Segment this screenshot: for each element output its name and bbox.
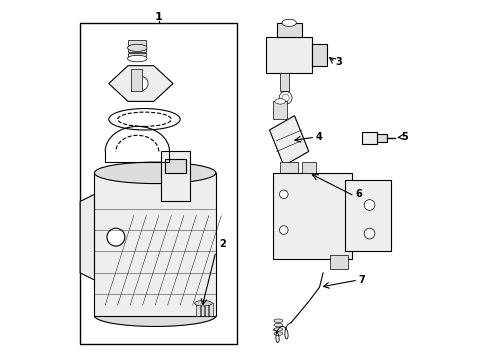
Circle shape — [279, 226, 287, 234]
Bar — [329, 255, 347, 269]
Ellipse shape — [134, 76, 148, 91]
Ellipse shape — [273, 323, 283, 327]
Circle shape — [364, 228, 374, 239]
Circle shape — [279, 190, 287, 199]
Polygon shape — [80, 194, 94, 280]
Bar — [128, 47, 146, 52]
Bar — [376, 134, 386, 143]
Bar — [272, 173, 351, 258]
Bar — [301, 162, 315, 173]
Bar — [196, 303, 200, 316]
Circle shape — [282, 94, 288, 102]
Circle shape — [364, 200, 374, 210]
Ellipse shape — [274, 99, 285, 104]
Bar — [128, 40, 146, 46]
Bar — [280, 73, 288, 91]
Bar — [280, 162, 298, 187]
Text: 2: 2 — [219, 239, 226, 249]
Bar — [209, 303, 212, 316]
Text: 3: 3 — [335, 57, 342, 67]
Ellipse shape — [118, 112, 171, 126]
Ellipse shape — [194, 301, 212, 306]
Ellipse shape — [94, 305, 216, 327]
Bar — [94, 173, 216, 316]
Text: 4: 4 — [315, 132, 322, 142]
Bar — [312, 44, 326, 66]
Bar — [344, 180, 390, 251]
Ellipse shape — [127, 55, 147, 62]
Text: 7: 7 — [358, 275, 365, 285]
Bar — [161, 152, 189, 202]
Text: 5: 5 — [401, 132, 407, 142]
Text: 6: 6 — [354, 189, 361, 199]
Ellipse shape — [273, 332, 283, 336]
Polygon shape — [269, 116, 308, 166]
Ellipse shape — [273, 319, 283, 323]
Bar — [131, 69, 142, 91]
Bar — [128, 53, 146, 59]
Text: 1: 1 — [155, 12, 163, 22]
Ellipse shape — [273, 328, 283, 331]
Bar — [362, 132, 376, 144]
Bar — [80, 23, 237, 344]
Ellipse shape — [282, 19, 296, 26]
Bar — [204, 303, 208, 316]
Bar — [200, 303, 203, 316]
Bar — [164, 158, 186, 173]
Ellipse shape — [94, 162, 216, 184]
Polygon shape — [108, 66, 173, 102]
Bar — [265, 37, 312, 73]
Bar — [272, 102, 287, 119]
Bar — [276, 23, 301, 37]
Ellipse shape — [127, 44, 147, 51]
Circle shape — [107, 228, 124, 246]
